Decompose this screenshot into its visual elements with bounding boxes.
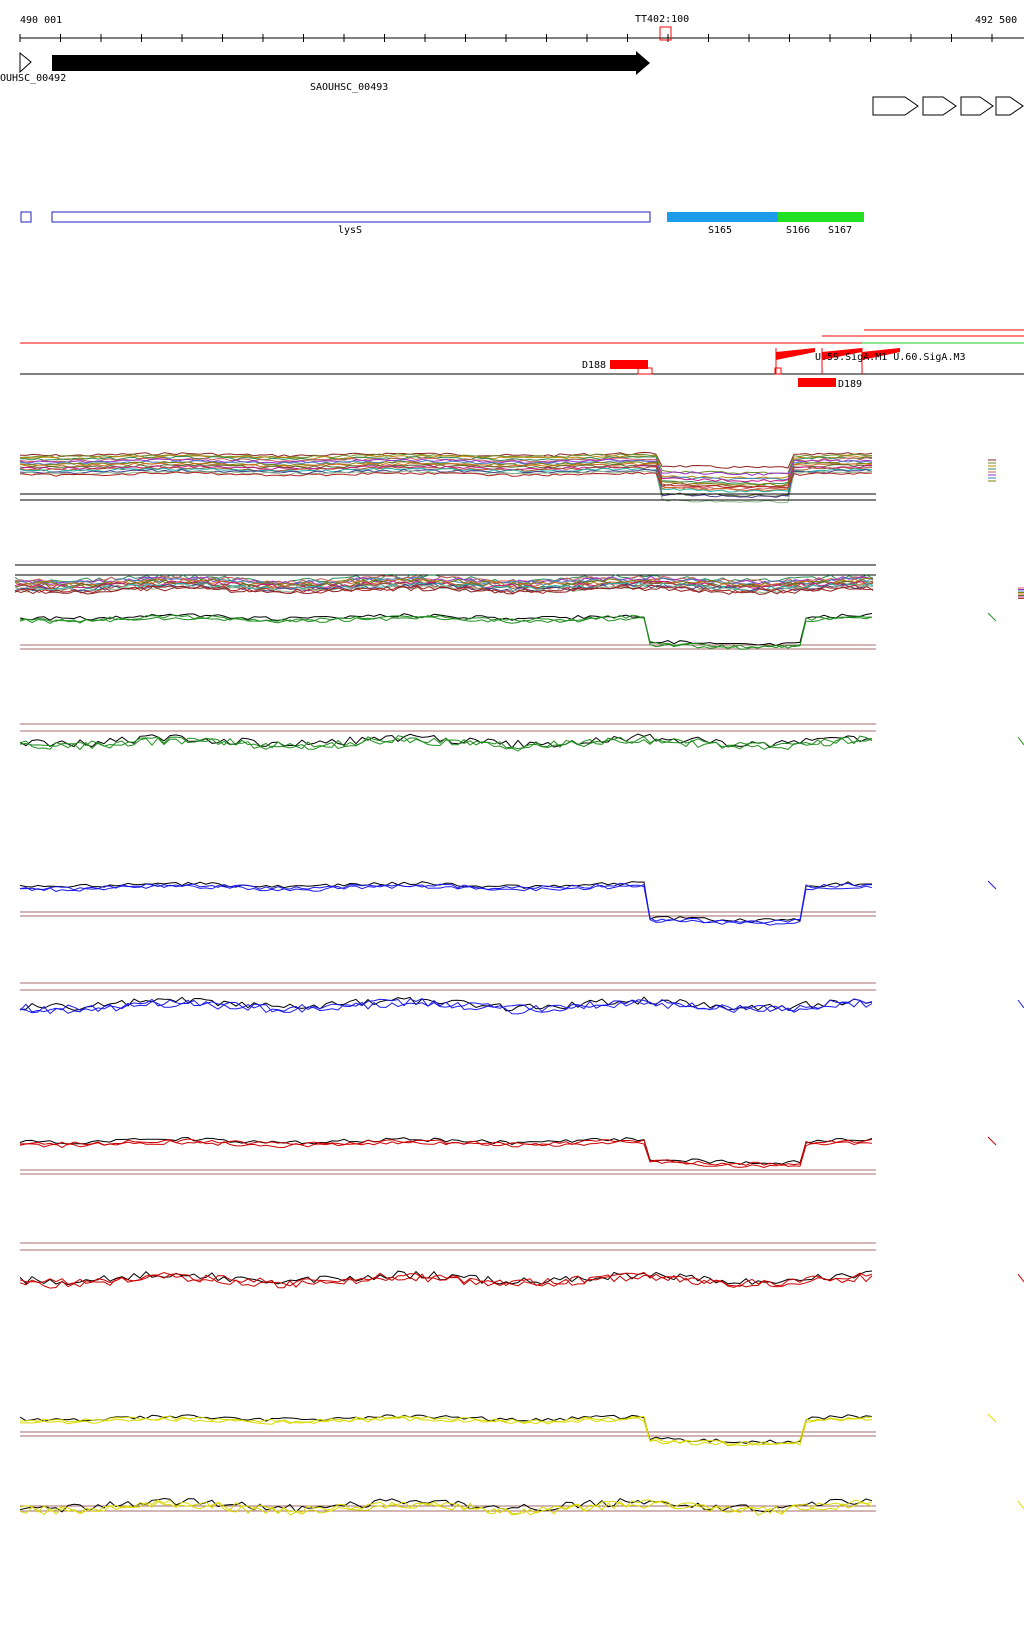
multi-sample-track-1 [19, 451, 876, 504]
sample-line [19, 454, 873, 480]
edge-stub [987, 612, 997, 622]
sample-line [19, 458, 873, 476]
replicate-line [19, 1273, 873, 1289]
segment-s165-label: S165 [708, 225, 732, 236]
replicate-line [19, 735, 873, 750]
edge-stub [987, 880, 997, 890]
replicate-line [19, 613, 873, 647]
condition-track-2 [19, 880, 1024, 1015]
gene-track: OUHSC_00492 SAOUHSC_00493 [0, 51, 1024, 116]
feature-track: lysS S165 S166 S167 [20, 211, 864, 236]
flag-icon[interactable] [822, 348, 862, 360]
sample-line [19, 467, 873, 493]
ruler-marker-label: TT402:100 [635, 14, 689, 25]
replicate-line [19, 1499, 873, 1515]
segment-s167-label: S167 [828, 225, 852, 236]
replicate-line [19, 1414, 873, 1444]
edge-stub [1017, 1273, 1024, 1283]
replicate-line [19, 737, 873, 752]
condition-track-4 [19, 1413, 1024, 1516]
replicate-line [19, 616, 873, 650]
flag-icon[interactable] [862, 348, 900, 360]
replicate-line [19, 1136, 873, 1165]
expression-tracks [14, 451, 1024, 1516]
replicate-line [19, 614, 873, 649]
condition-track-3 [19, 1136, 1024, 1289]
sample-line [19, 462, 873, 492]
sample-line [19, 451, 873, 469]
sample-line [19, 468, 873, 499]
segment-s165[interactable] [667, 212, 778, 222]
replicate-line [19, 882, 873, 924]
lyss-label: lysS [338, 225, 362, 236]
multi-sample-track-2 [14, 564, 876, 595]
edge-stub [1017, 999, 1024, 1009]
coordinate-ruler: 490 001 492 500 TT402:100 [19, 14, 1024, 42]
main-gene-label: SAOUHSC_00493 [310, 82, 388, 93]
main-gene-arrow-icon[interactable] [52, 51, 650, 75]
sample-line [19, 471, 873, 489]
replicate-line [19, 1138, 873, 1166]
condition-track-1 [19, 612, 1024, 752]
replicate-line [19, 881, 872, 923]
d188-label: D188 [582, 360, 606, 371]
edge-stub [987, 1136, 997, 1146]
left-gene-arrow-icon[interactable] [19, 51, 32, 74]
left-gene-label: OUHSC_00492 [0, 73, 66, 84]
ruler-ticks [19, 34, 993, 42]
flag-icon[interactable] [776, 348, 815, 360]
segment-s166-label: S166 [786, 225, 810, 236]
edge-stub [1017, 736, 1024, 746]
replicate-line [19, 1139, 873, 1169]
replicate-line [19, 1500, 873, 1516]
replicate-line [19, 1415, 873, 1446]
overlap-label: U.59.SigA.M1 U.60.SigA.M3 [815, 352, 966, 363]
replicate-line [19, 997, 873, 1013]
edge-stubs [988, 459, 1024, 599]
annotation-track: D188 U.59.SigA.M1 U.60.SigA.M3 D189 [20, 329, 1024, 390]
segment-s166-s167[interactable] [778, 212, 864, 222]
ruler-end-label: 492 500 [975, 15, 1017, 26]
lyss-feature-box[interactable] [51, 211, 651, 223]
ruler-start-label: 490 001 [20, 15, 62, 26]
edge-stub [987, 1413, 997, 1423]
d189-label: D189 [838, 379, 862, 390]
replicate-line [19, 1271, 873, 1287]
d189-block[interactable] [798, 378, 836, 387]
sample-line [14, 577, 874, 588]
ruler-marker-box[interactable] [659, 26, 672, 41]
edge-stub [1017, 1500, 1024, 1510]
replicate-line [19, 884, 873, 926]
small-feature-box[interactable] [20, 211, 32, 223]
d188-block[interactable] [610, 360, 648, 369]
replicate-line [20, 1416, 873, 1447]
sample-line [14, 585, 874, 595]
d188-small-box[interactable] [637, 367, 653, 375]
strand-chevron-icon [872, 96, 1024, 116]
replicate-line [19, 999, 873, 1015]
